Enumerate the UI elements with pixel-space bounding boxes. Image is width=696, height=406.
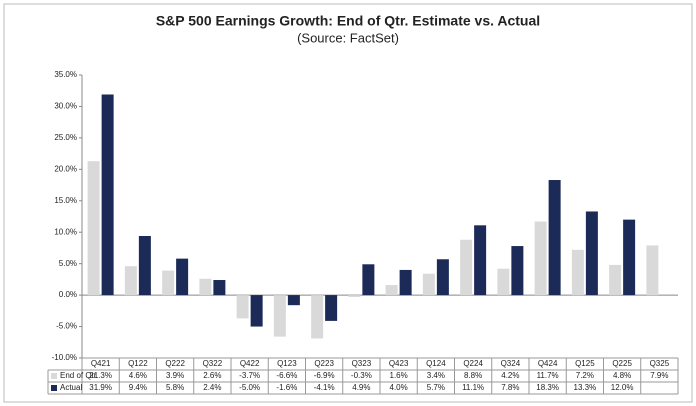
table-value: 7.8% bbox=[501, 383, 519, 392]
table-value: 2.4% bbox=[203, 383, 221, 392]
table-value: 4.9% bbox=[352, 383, 370, 392]
legend-label: Actual bbox=[60, 383, 82, 392]
table-value: -6.9% bbox=[314, 371, 335, 380]
bar bbox=[176, 258, 189, 296]
x-tick-label: Q124 bbox=[426, 359, 446, 368]
bar bbox=[287, 295, 300, 306]
table-value: 11.1% bbox=[462, 383, 484, 392]
bar bbox=[548, 180, 561, 296]
table-value: 3.4% bbox=[427, 371, 445, 380]
table-value: 8.8% bbox=[464, 371, 482, 380]
table-value: -0.3% bbox=[351, 371, 372, 380]
x-tick-label: Q325 bbox=[650, 359, 670, 368]
y-tick-label: 5.0% bbox=[59, 259, 77, 268]
table-value: 4.0% bbox=[390, 383, 408, 392]
bar bbox=[162, 270, 175, 296]
y-tick-label: 30.0% bbox=[54, 102, 77, 111]
bar bbox=[460, 239, 473, 296]
legend-swatch bbox=[51, 385, 57, 391]
bar bbox=[362, 264, 375, 296]
chart-subtitle: (Source: FactSet) bbox=[297, 30, 399, 45]
x-tick-label: Q224 bbox=[463, 359, 483, 368]
bar bbox=[623, 219, 636, 296]
bar bbox=[199, 278, 212, 296]
table-value: 21.3% bbox=[89, 371, 112, 380]
y-tick-label: -5.0% bbox=[56, 322, 77, 331]
bar bbox=[609, 264, 622, 296]
x-tick-label: Q125 bbox=[575, 359, 595, 368]
bar bbox=[534, 221, 547, 296]
x-tick-label: Q423 bbox=[389, 359, 409, 368]
x-tick-label: Q123 bbox=[277, 359, 297, 368]
y-tick-label: 35.0% bbox=[54, 70, 77, 79]
y-tick-label: 20.0% bbox=[54, 164, 77, 173]
table-value: 3.9% bbox=[166, 371, 184, 380]
legend-swatch bbox=[51, 373, 57, 379]
bar bbox=[348, 295, 361, 297]
bar bbox=[87, 161, 100, 296]
bar bbox=[325, 295, 338, 321]
table-value: 13.3% bbox=[574, 383, 597, 392]
bar bbox=[399, 269, 412, 296]
table-value: 1.6% bbox=[390, 371, 408, 380]
bar bbox=[474, 225, 487, 296]
bar bbox=[585, 211, 598, 296]
bar bbox=[436, 259, 449, 296]
table-value: -1.6% bbox=[276, 383, 297, 392]
y-tick-label: 10.0% bbox=[54, 227, 77, 236]
table-value: -3.7% bbox=[239, 371, 260, 380]
table-value: -5.0% bbox=[239, 383, 260, 392]
y-tick-label: 25.0% bbox=[54, 133, 77, 142]
x-tick-label: Q424 bbox=[538, 359, 558, 368]
bar bbox=[213, 280, 226, 296]
x-tick-label: Q322 bbox=[203, 359, 223, 368]
x-tick-label: Q225 bbox=[612, 359, 632, 368]
bar bbox=[236, 295, 249, 319]
table-value: 5.8% bbox=[166, 383, 184, 392]
legend-label: End of Qtr. bbox=[60, 371, 98, 380]
chart-title: S&P 500 Earnings Growth: End of Qtr. Est… bbox=[156, 13, 540, 29]
table-value: 7.2% bbox=[576, 371, 594, 380]
x-tick-label: Q421 bbox=[91, 359, 111, 368]
y-tick-label: 15.0% bbox=[54, 196, 77, 205]
table-value: 4.8% bbox=[613, 371, 631, 380]
table-value: 31.9% bbox=[89, 383, 112, 392]
x-tick-label: Q122 bbox=[128, 359, 148, 368]
bar bbox=[311, 295, 324, 339]
x-tick-label: Q422 bbox=[240, 359, 260, 368]
table-value: 7.9% bbox=[650, 371, 668, 380]
x-tick-label: Q222 bbox=[165, 359, 185, 368]
x-tick-label: Q223 bbox=[314, 359, 334, 368]
bar bbox=[646, 245, 659, 296]
x-tick-label: Q324 bbox=[501, 359, 521, 368]
bar bbox=[138, 235, 151, 296]
table-value: -6.6% bbox=[276, 371, 297, 380]
bar bbox=[511, 246, 524, 296]
chart-frame bbox=[3, 3, 693, 403]
table-value: 2.6% bbox=[203, 371, 221, 380]
table-value: 5.7% bbox=[427, 383, 445, 392]
bar bbox=[273, 295, 286, 337]
bar bbox=[571, 249, 584, 296]
y-tick-label: 0.0% bbox=[59, 290, 77, 299]
bar bbox=[250, 295, 263, 327]
table-value: 12.0% bbox=[611, 383, 634, 392]
table-value: 11.7% bbox=[537, 371, 559, 380]
bar bbox=[385, 285, 398, 296]
bar bbox=[422, 273, 435, 296]
y-tick-label: -10.0% bbox=[52, 353, 77, 362]
bar bbox=[101, 94, 114, 296]
x-tick-label: Q323 bbox=[352, 359, 372, 368]
table-value: 9.4% bbox=[129, 383, 147, 392]
table-value: 4.6% bbox=[129, 371, 147, 380]
table-value: -4.1% bbox=[314, 383, 335, 392]
table-value: 18.3% bbox=[536, 383, 559, 392]
bar bbox=[124, 266, 137, 296]
table-value: 4.2% bbox=[501, 371, 519, 380]
bar bbox=[497, 268, 510, 296]
